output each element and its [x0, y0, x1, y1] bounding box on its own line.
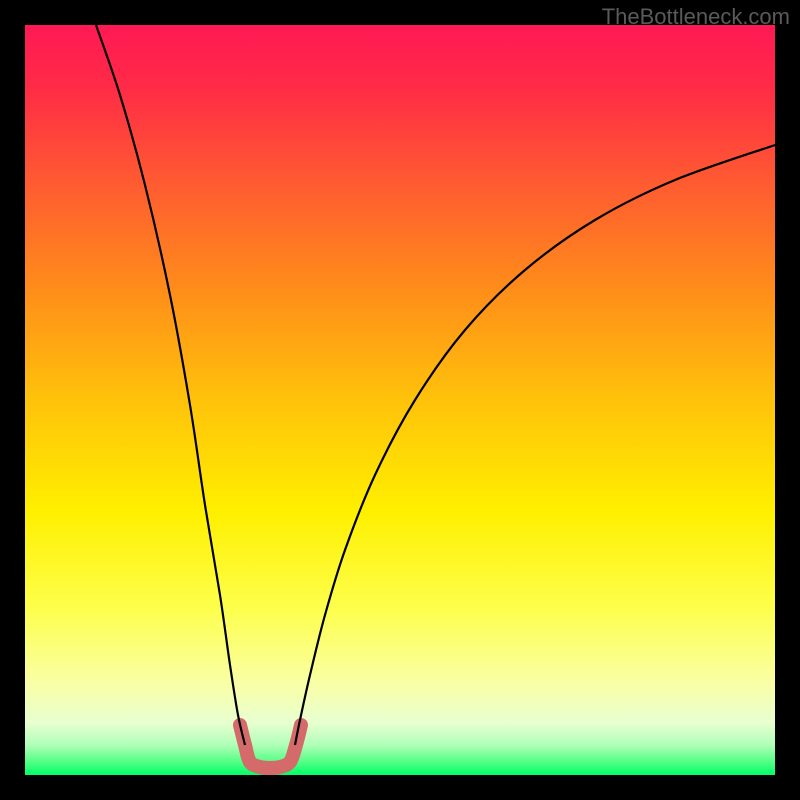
- curve-left-branch: [96, 25, 245, 745]
- chart-plot-area: [25, 25, 775, 775]
- watermark-text: TheBottleneck.com: [602, 4, 790, 30]
- curve-right-branch: [295, 145, 775, 745]
- valley-highlight: [240, 725, 301, 768]
- curve-overlay: [25, 25, 775, 775]
